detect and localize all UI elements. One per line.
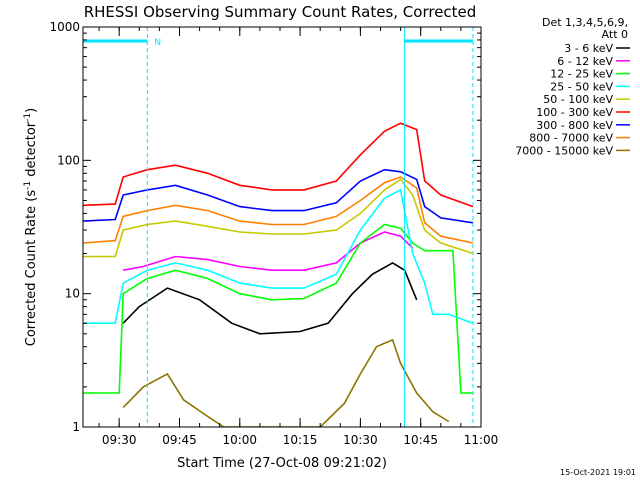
series-line-4: [83, 188, 474, 324]
plot-frame: [82, 26, 482, 428]
y-tick-label: 1000: [49, 20, 80, 34]
legend-label: 50 - 100 keV: [543, 93, 613, 106]
x-tick-label: 10:45: [403, 433, 438, 447]
y-tick-label: 1: [72, 420, 80, 434]
series-line-2: [123, 231, 414, 271]
legend-label: 12 - 25 keV: [550, 68, 613, 81]
legend-label: 300 - 800 keV: [536, 119, 613, 132]
series-line-5: [83, 178, 474, 258]
y-axis-label: Corrected Count Rate (s-1 detector-1): [23, 108, 39, 346]
x-tick-label: 10:30: [343, 433, 378, 447]
x-tick-label: 10:00: [222, 433, 257, 447]
legend-header-line-1: Det 1,3,4,5,6,9,: [542, 16, 628, 29]
series-line-9: [122, 338, 450, 427]
legend-label: 3 - 6 keV: [564, 42, 613, 55]
series-line-6: [83, 122, 474, 208]
legend-label: 25 - 50 keV: [550, 80, 613, 93]
legend-label: 100 - 300 keV: [536, 106, 613, 119]
legend-header-line-2: Att 0: [602, 28, 628, 41]
render-timestamp: 15-Oct-2021 19:01: [560, 468, 636, 477]
series-line-3: [83, 223, 473, 394]
x-tick-label: 11:00: [464, 433, 499, 447]
legend-label: 7000 - 15000 keV: [515, 144, 613, 157]
flag-label: N: [154, 38, 161, 48]
chart-title: RHESSI Observing Summary Count Rates, Co…: [84, 3, 477, 21]
legend-label: 800 - 7000 keV: [529, 132, 613, 145]
series-line-8: [83, 176, 474, 244]
legend-label: 6 - 12 keV: [557, 55, 613, 68]
series-line-1: [122, 261, 418, 335]
x-tick-label: 10:15: [283, 433, 318, 447]
x-tick-label: 09:30: [102, 433, 137, 447]
y-tick-label: 10: [65, 287, 80, 301]
x-axis-label: Start Time (27-Oct-08 09:21:02): [177, 456, 387, 471]
y-tick-label: 100: [57, 153, 80, 167]
x-tick-label: 09:45: [162, 433, 197, 447]
series-line-7: [83, 168, 474, 224]
